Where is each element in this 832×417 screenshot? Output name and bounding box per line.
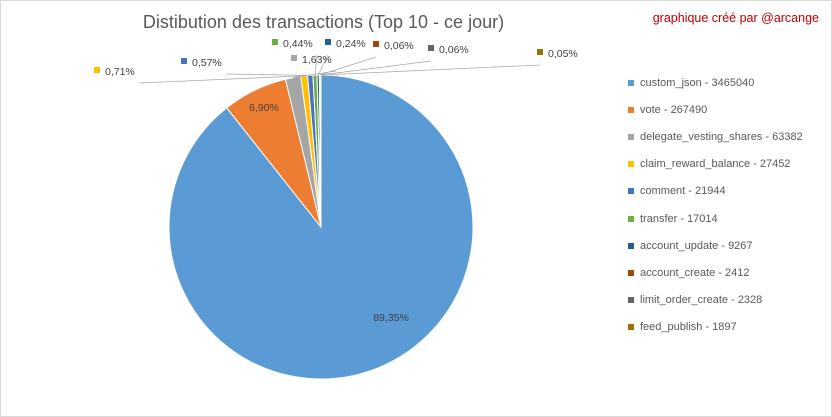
- data-label-claim-reward-balance: 0,71%: [105, 66, 135, 78]
- legend-label: transfer - 17014: [640, 212, 718, 225]
- data-label-custom-json: 89,35%: [373, 312, 409, 324]
- leader-line-transfer: [314, 54, 318, 76]
- legend-label: account_create - 2412: [640, 266, 750, 279]
- legend-item-feed-publish: feed_publish - 1897: [628, 314, 803, 341]
- legend-item-comment: comment - 21944: [628, 178, 803, 205]
- legend-item-custom-json: custom_json - 3465040: [628, 69, 803, 96]
- legend-label: account_update - 9267: [640, 239, 753, 252]
- legend-label: limit_order_create - 2328: [640, 294, 763, 307]
- chart-credit: graphique créé par @arcange: [652, 11, 819, 25]
- chart-legend: custom_json - 3465040 vote - 267490 delega…: [628, 69, 803, 341]
- data-label-comment: 0,57%: [192, 57, 222, 69]
- legend-swatch: [628, 188, 634, 195]
- legend-label: claim_reward_balance - 27452: [640, 158, 791, 171]
- label-key-account-create: [373, 41, 379, 47]
- legend-label: feed_publish - 1897: [640, 321, 737, 334]
- label-key-transfer: [272, 39, 278, 45]
- legend-swatch: [628, 269, 634, 276]
- data-label-feed-publish: 0,05%: [548, 48, 578, 60]
- legend-swatch: [628, 79, 634, 86]
- data-label-limit-order-create: 0,06%: [439, 44, 469, 56]
- label-key-feed-publish: [537, 49, 543, 55]
- data-label-transfer: 0,44%: [283, 38, 313, 50]
- legend-swatch: [628, 242, 634, 249]
- legend-item-vote: vote - 267490: [628, 96, 803, 123]
- legend-item-transfer: transfer - 17014: [628, 205, 803, 232]
- data-label-account-update: 0,24%: [336, 38, 366, 50]
- leader-line-claim-reward-balance: [138, 75, 305, 84]
- legend-swatch: [628, 133, 634, 140]
- legend-swatch: [628, 297, 634, 304]
- label-key-limit-order-create: [428, 45, 434, 51]
- legend-swatch: [628, 106, 634, 113]
- legend-item-account-update: account_update - 9267: [628, 232, 803, 259]
- legend-label: vote - 267490: [640, 103, 708, 116]
- legend-item-account-create: account_create - 2412: [628, 259, 803, 286]
- legend-label: custom_json - 3465040: [640, 76, 755, 89]
- leader-line-comment: [225, 73, 311, 76]
- legend-label: comment - 21944: [640, 185, 726, 198]
- legend-item-limit-order-create: limit_order_create - 2328: [628, 287, 803, 314]
- leader-line-feed-publish: [320, 64, 541, 76]
- legend-item-delegate-vesting-shares: delegate_vesting_shares - 63382: [628, 123, 803, 150]
- legend-swatch: [628, 324, 634, 331]
- data-label-vote: 6,90%: [249, 102, 279, 114]
- leader-line-limit-order-create: [320, 60, 432, 76]
- legend-item-claim-reward-balance: claim_reward_balance - 27452: [628, 151, 803, 178]
- legend-swatch: [628, 215, 634, 222]
- data-label-account-create: 0,06%: [384, 40, 414, 52]
- label-key-account-update: [325, 39, 331, 45]
- label-key-delegate-vesting-shares: [291, 55, 297, 61]
- leader-line-account-create: [319, 56, 377, 76]
- chart-title: Distibution des transactions (Top 10 - c…: [142, 12, 505, 32]
- legend-swatch: [628, 161, 634, 168]
- label-key-comment: [181, 58, 187, 64]
- legend-label: delegate_vesting_shares - 63382: [640, 130, 803, 143]
- leader-line-account-update: [317, 54, 329, 76]
- label-key-claim-reward-balance: [94, 67, 100, 73]
